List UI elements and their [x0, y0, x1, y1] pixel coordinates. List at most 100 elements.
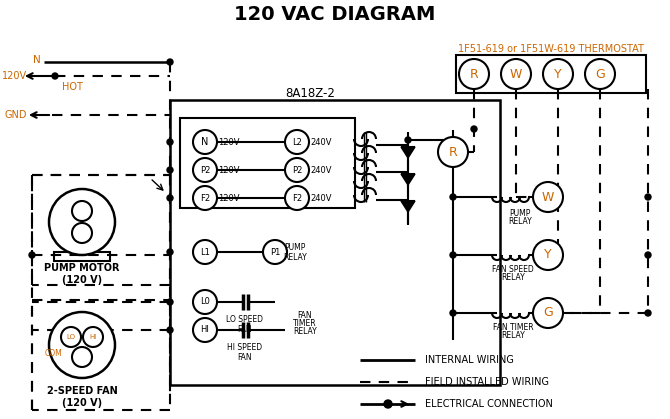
Circle shape [285, 186, 309, 210]
Circle shape [167, 59, 173, 65]
Text: FAN TIMER: FAN TIMER [492, 323, 533, 331]
Circle shape [193, 318, 217, 342]
Circle shape [645, 310, 651, 316]
Text: P1: P1 [270, 248, 280, 256]
Text: 2-SPEED FAN
(120 V): 2-SPEED FAN (120 V) [47, 386, 117, 408]
Circle shape [405, 137, 411, 143]
Text: L0: L0 [200, 297, 210, 307]
Text: PUMP: PUMP [509, 209, 531, 217]
Circle shape [193, 158, 217, 182]
Circle shape [450, 252, 456, 258]
Text: GND: GND [5, 110, 27, 120]
Circle shape [167, 195, 173, 201]
Circle shape [29, 252, 35, 258]
Text: FIELD INSTALLED WIRING: FIELD INSTALLED WIRING [425, 377, 549, 387]
Circle shape [49, 189, 115, 255]
Circle shape [49, 312, 115, 378]
Text: RELAY: RELAY [501, 272, 525, 282]
Text: N: N [201, 137, 208, 147]
Text: 120V: 120V [3, 71, 27, 81]
Circle shape [83, 327, 103, 347]
Text: 240V: 240V [310, 194, 332, 202]
Text: R: R [470, 67, 478, 80]
Text: 240V: 240V [310, 137, 332, 147]
Text: LO SPEED: LO SPEED [226, 316, 263, 324]
Text: HI: HI [89, 334, 96, 340]
Circle shape [72, 201, 92, 221]
Text: RELAY: RELAY [293, 328, 317, 336]
Text: N: N [33, 55, 41, 65]
Polygon shape [401, 147, 415, 158]
Text: FAN SPEED: FAN SPEED [492, 264, 534, 274]
Text: 120V: 120V [218, 194, 240, 202]
Text: F2: F2 [292, 194, 302, 202]
Text: HI: HI [200, 326, 210, 334]
Circle shape [533, 240, 563, 270]
Text: L2: L2 [292, 137, 302, 147]
Circle shape [450, 310, 456, 316]
Circle shape [167, 299, 173, 305]
Circle shape [645, 194, 651, 200]
Text: TIMER: TIMER [293, 320, 317, 328]
Text: W: W [510, 67, 522, 80]
Text: Y: Y [554, 67, 562, 80]
Text: G: G [543, 307, 553, 320]
Bar [180, 118, 355, 208]
Text: Y: Y [544, 248, 552, 261]
Circle shape [533, 182, 563, 212]
Text: FAN: FAN [297, 311, 312, 321]
Text: P2: P2 [292, 166, 302, 174]
Circle shape [52, 73, 58, 79]
Text: 120V: 120V [218, 137, 240, 147]
Circle shape [285, 158, 309, 182]
Circle shape [533, 298, 563, 328]
Text: P2: P2 [200, 166, 210, 174]
Text: G: G [595, 67, 605, 80]
Circle shape [193, 186, 217, 210]
Circle shape [645, 252, 651, 258]
Text: COM: COM [44, 349, 62, 357]
Circle shape [61, 327, 81, 347]
Text: FAN: FAN [238, 324, 253, 334]
Text: RELAY: RELAY [501, 331, 525, 339]
Bar [54, 252, 110, 261]
Circle shape [450, 194, 456, 200]
Circle shape [193, 290, 217, 314]
Circle shape [167, 167, 173, 173]
Text: ELECTRICAL CONNECTION: ELECTRICAL CONNECTION [425, 399, 553, 409]
Text: RELAY: RELAY [508, 217, 532, 225]
Bar [456, 55, 646, 93]
Circle shape [285, 130, 309, 154]
Circle shape [72, 223, 92, 243]
Circle shape [193, 240, 217, 264]
Polygon shape [401, 201, 415, 212]
Text: 120V: 120V [218, 166, 240, 174]
Bar [170, 100, 500, 385]
Circle shape [167, 327, 173, 333]
Text: F2: F2 [200, 194, 210, 202]
Text: INTERNAL WIRING: INTERNAL WIRING [425, 355, 514, 365]
Circle shape [167, 139, 173, 145]
Text: LO: LO [66, 334, 76, 340]
Text: 240V: 240V [310, 166, 332, 174]
Polygon shape [401, 174, 415, 185]
Circle shape [263, 240, 287, 264]
Circle shape [438, 137, 468, 167]
Text: L1: L1 [200, 248, 210, 256]
Text: R: R [449, 145, 458, 158]
Text: HOT: HOT [62, 82, 82, 92]
Text: FAN: FAN [238, 352, 253, 362]
Circle shape [193, 130, 217, 154]
Circle shape [543, 59, 573, 89]
Circle shape [471, 126, 477, 132]
Circle shape [167, 249, 173, 255]
Circle shape [384, 400, 392, 408]
Text: PUMP MOTOR
(120 V): PUMP MOTOR (120 V) [44, 263, 120, 285]
Text: W: W [542, 191, 554, 204]
Text: 120 VAC DIAGRAM: 120 VAC DIAGRAM [234, 5, 436, 23]
Text: 8A18Z-2: 8A18Z-2 [285, 86, 335, 99]
Text: 1F51-619 or 1F51W-619 THERMOSTAT: 1F51-619 or 1F51W-619 THERMOSTAT [458, 44, 644, 54]
Text: RELAY: RELAY [283, 253, 307, 261]
Text: PUMP: PUMP [284, 243, 306, 251]
Circle shape [72, 347, 92, 367]
